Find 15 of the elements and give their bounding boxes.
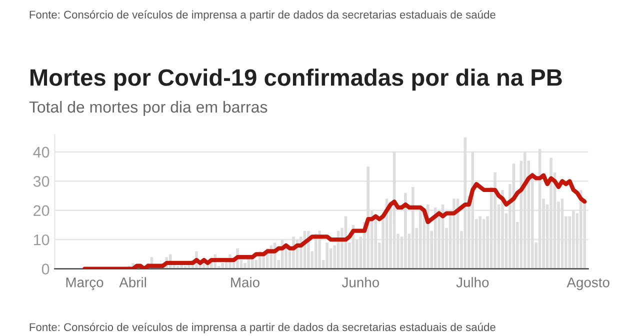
chart-title: Mortes por Covid-19 confirmadas por dia na PB [30, 68, 562, 91]
x-tick-label: Agosto [566, 278, 610, 290]
x-tick-label: Abril [119, 277, 146, 288]
chart-subtitle: Total de mortes por dia em barras [29, 100, 268, 116]
y-tick-label: 0 [42, 264, 50, 274]
y-tick-label: 20 [34, 205, 50, 216]
x-tick-label: Junho [342, 277, 380, 288]
y-tick-label: 30 [33, 176, 50, 187]
x-tick-label: Julho [456, 277, 489, 288]
source-note: Fonte: Consórcio de veículos de imprensa a partir de dados da secretarias estaduais de saúde [30, 322, 496, 334]
x-tick-label: Maio [231, 277, 260, 288]
x-tick-label: Março [66, 278, 104, 290]
source-note: Fonte: Consórcio de veículos de imprensa a partir de dados da secretarias estaduais de saúde [30, 10, 496, 21]
y-tick-label: 10 [34, 234, 50, 246]
y-tick-label: 40 [33, 146, 50, 158]
